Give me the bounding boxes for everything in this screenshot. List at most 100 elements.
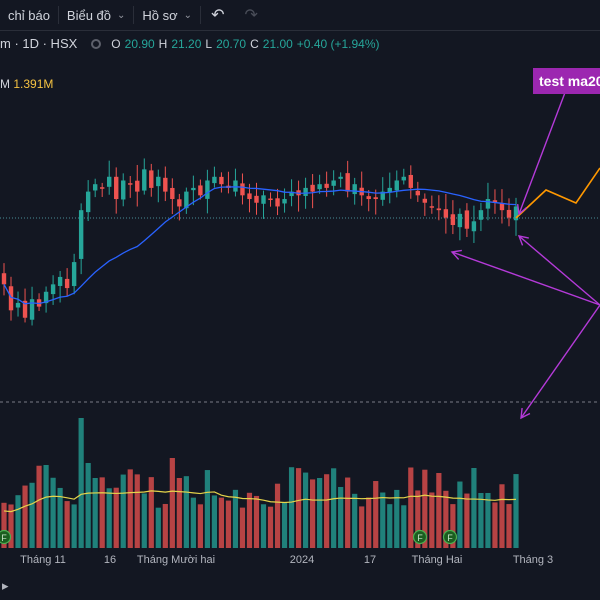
volume-bar [429, 492, 435, 548]
volume-bar [464, 493, 470, 548]
event-marker-letter: F [1, 533, 7, 543]
annotation-label[interactable]: test ma20 [533, 68, 600, 94]
candle-body [394, 180, 399, 191]
volume-bar [253, 495, 260, 548]
chevron-down-icon: ⌄ [183, 9, 193, 21]
event-marker-letter: F [447, 533, 453, 543]
volume-bar [50, 477, 56, 548]
volume-bar [134, 474, 140, 548]
arrow-line [520, 304, 600, 419]
undo-icon[interactable]: ↶ [211, 7, 225, 24]
dividend-event-icon [412, 529, 428, 545]
volume-bar [99, 477, 105, 548]
arrow-head [517, 235, 529, 246]
volume-bar [57, 487, 63, 548]
volume-bar [64, 501, 70, 548]
chart-menu-label: Biểu đồ [66, 7, 112, 23]
candle-body [478, 210, 484, 220]
volume-bar [169, 458, 175, 548]
volume-legend-label: M [0, 77, 10, 91]
volume-bar [415, 490, 421, 548]
volume-bar [310, 479, 316, 548]
candle-body [331, 180, 336, 186]
redo-icon[interactable]: ↷ [244, 7, 258, 24]
candle-body [352, 184, 357, 195]
volume-bar [246, 492, 253, 548]
volume-bar [324, 474, 330, 548]
open-value: 20.90 [124, 36, 155, 51]
ma20-line [3, 186, 517, 305]
arrow-line [518, 235, 600, 306]
volume-bar [338, 486, 344, 548]
candle-body [121, 180, 126, 200]
candle-body [429, 206, 435, 208]
volume-bar [281, 502, 288, 548]
candle-body [29, 299, 35, 320]
volume-bars [1, 418, 519, 548]
candle-body [85, 191, 91, 213]
volume-bar [478, 493, 484, 548]
chart-menu-button[interactable]: Biểu đồ ⌄ [59, 0, 133, 30]
candle-body [485, 199, 491, 209]
volume-bar [43, 464, 49, 548]
volume-bar [492, 502, 498, 548]
ruler-icon[interactable]: ▸ [2, 578, 9, 593]
candle-body [212, 176, 217, 184]
volume-bar [317, 478, 323, 548]
volume-bar [211, 495, 218, 548]
volume-bar [394, 489, 400, 548]
symbol-label[interactable]: m · 1D · HSX [0, 36, 78, 51]
volume-bar [232, 489, 239, 548]
candle-body [114, 176, 119, 200]
volume-bar [302, 472, 309, 548]
candle-body [1, 273, 7, 285]
volume-legend-value: 1.391M [13, 77, 54, 91]
candle-body [457, 213, 463, 228]
volume-bar [92, 478, 98, 548]
candle-body [254, 195, 259, 203]
projection-line[interactable] [515, 167, 600, 219]
candle-body [92, 184, 98, 191]
volume-bar [380, 492, 386, 548]
volume-bar [197, 504, 203, 548]
volume-bar [78, 418, 84, 548]
candle-body [380, 191, 385, 200]
candle-body [275, 198, 280, 207]
volume-bar [450, 504, 456, 548]
volume-bar [176, 478, 182, 548]
volume-bar [162, 503, 168, 548]
candle-body [219, 176, 224, 185]
toolbar-divider [57, 6, 59, 24]
volume-bar [106, 488, 112, 548]
profile-menu-button[interactable]: Hồ sơ ⌄ [134, 0, 200, 30]
annotation-arrows[interactable] [450, 89, 600, 420]
arrow-line [451, 251, 600, 306]
volume-bar [183, 476, 189, 548]
candle-body [415, 190, 421, 196]
volume-bar [36, 465, 42, 548]
close-value: 21.00 [262, 36, 293, 51]
volume-bar [127, 469, 133, 548]
volume-bar [260, 504, 267, 548]
volume-bar [295, 468, 302, 548]
profile-menu-label: Hồ sơ [142, 7, 178, 23]
candle-body [163, 177, 168, 192]
toolbar-divider [200, 6, 202, 24]
ohlc-legend: m · 1D · HSX O 20.90 H 21.20 L 20.70 C 21.00… [0, 36, 380, 51]
candle-body [282, 199, 287, 204]
volume-bar [113, 487, 119, 548]
indicators-button[interactable]: chỉ báo [0, 0, 58, 30]
candle-body [22, 300, 28, 318]
volume-bar [141, 493, 147, 548]
x-axis-label: 17 [364, 554, 376, 566]
candle-body [450, 214, 456, 225]
change-value: +0.40 (+1.94%) [296, 36, 380, 51]
x-axis-label: Tháng Hai [412, 554, 463, 566]
candle-body [387, 187, 392, 193]
volume-bar [288, 467, 295, 548]
candle-body [198, 185, 203, 196]
volume-bar [274, 483, 281, 548]
x-axis-label: Tháng Mười hai [137, 554, 215, 566]
